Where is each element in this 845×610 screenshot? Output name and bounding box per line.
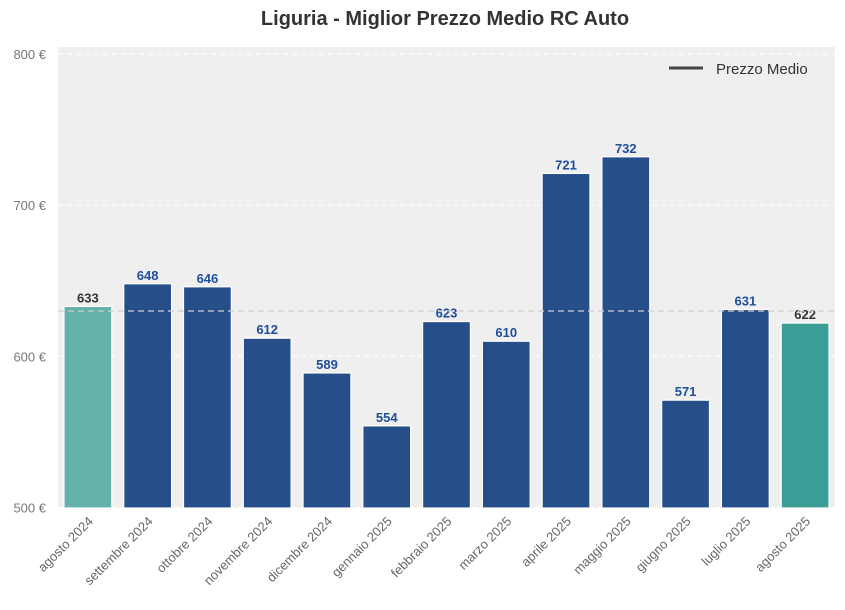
chart-title: Liguria - Miglior Prezzo Medio RC Auto xyxy=(261,8,629,30)
x-tick-label: maggio 2025 xyxy=(570,514,634,578)
y-tick-label: 800 € xyxy=(13,47,46,62)
bar xyxy=(302,372,352,509)
bar xyxy=(541,172,591,509)
data-label: 554 xyxy=(376,410,398,425)
data-label: 612 xyxy=(256,322,278,337)
data-label: 631 xyxy=(734,293,756,308)
bar xyxy=(242,337,292,509)
bar xyxy=(601,156,651,509)
data-label: 622 xyxy=(794,307,816,322)
bar xyxy=(661,399,711,509)
data-label: 648 xyxy=(137,268,159,283)
data-label: 610 xyxy=(495,325,517,340)
x-tick-label: febbraio 2025 xyxy=(388,514,455,581)
y-tick-label: 700 € xyxy=(13,198,46,213)
bar xyxy=(63,305,113,509)
legend-label: Prezzo Medio xyxy=(716,61,808,78)
bar xyxy=(780,322,830,509)
data-label: 571 xyxy=(675,384,697,399)
data-label: 646 xyxy=(197,271,219,286)
bar xyxy=(421,320,472,509)
data-label: 732 xyxy=(615,141,637,156)
x-tick-label: giugno 2025 xyxy=(632,514,693,575)
bar xyxy=(362,425,412,509)
data-label: 589 xyxy=(316,357,338,372)
bar xyxy=(720,308,770,509)
x-tick-label: ottobre 2024 xyxy=(153,514,215,576)
x-tick-label: luglio 2025 xyxy=(698,514,753,569)
bar xyxy=(481,340,531,509)
bar xyxy=(182,286,232,509)
bar xyxy=(123,283,173,509)
x-tick-label: aprile 2025 xyxy=(518,514,574,570)
x-tick-label: marzo 2025 xyxy=(455,514,514,573)
x-tick-label: agosto 2024 xyxy=(35,514,96,575)
data-label: 633 xyxy=(77,290,99,305)
x-tick-label: agosto 2025 xyxy=(752,514,813,575)
y-tick-label: 500 € xyxy=(13,501,46,516)
y-tick-label: 600 € xyxy=(13,349,46,364)
x-tick-label: gennaio 2025 xyxy=(329,514,395,580)
data-label: 623 xyxy=(436,306,458,321)
data-label: 721 xyxy=(555,157,577,172)
